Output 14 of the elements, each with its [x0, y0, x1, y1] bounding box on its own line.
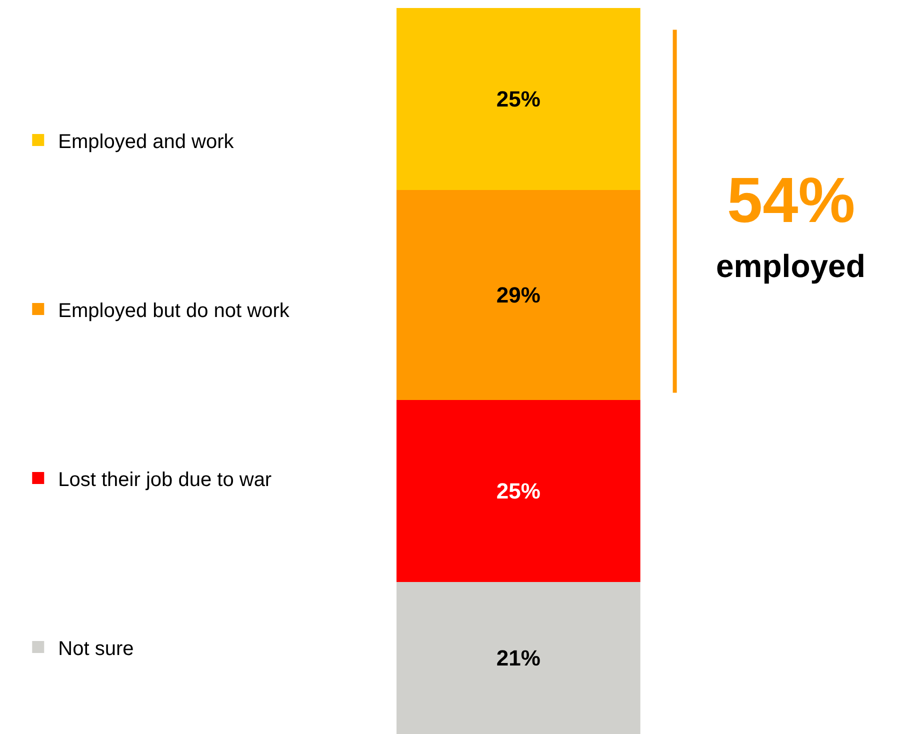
- data-label: 25%: [496, 86, 540, 112]
- text: employed: [716, 248, 866, 284]
- bar: [396, 8, 640, 190]
- bar: [396, 582, 640, 734]
- legend-label: Not sure: [58, 638, 134, 660]
- text: 54%: [727, 164, 856, 236]
- data-label: 29%: [496, 282, 540, 308]
- bar: [396, 400, 640, 582]
- legend-label: Employed but do not work: [58, 300, 290, 322]
- legend-label: Lost their job due to war: [58, 468, 272, 491]
- legend-label: Employed and work: [58, 130, 235, 153]
- data-label: 25%: [496, 478, 540, 504]
- data-label: 21%: [496, 646, 540, 670]
- bar: [396, 190, 640, 400]
